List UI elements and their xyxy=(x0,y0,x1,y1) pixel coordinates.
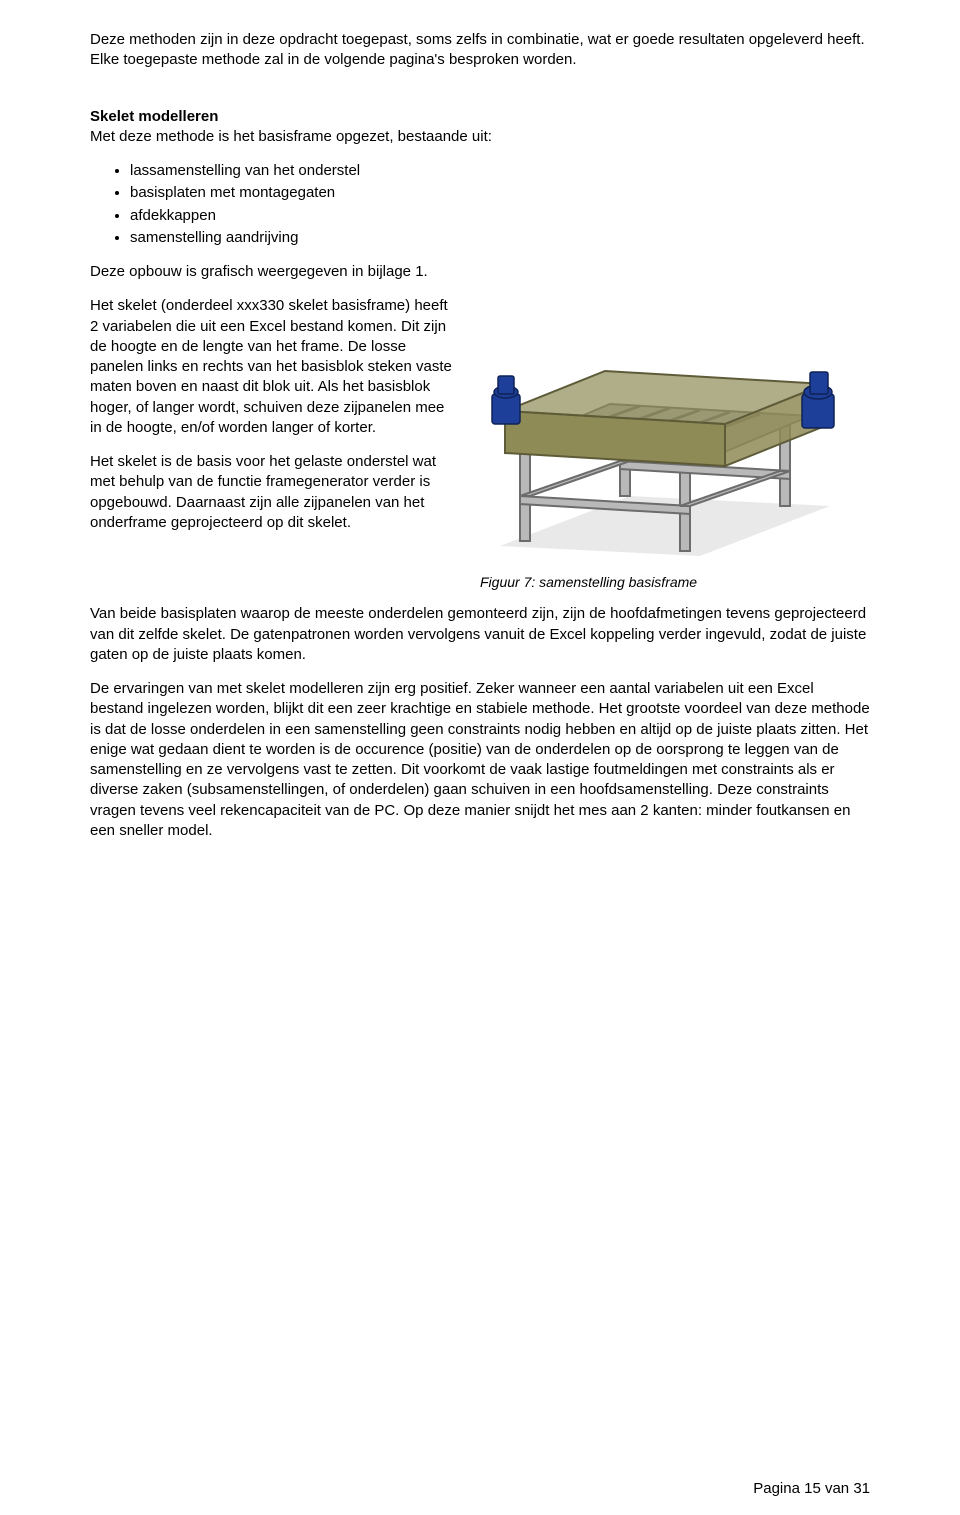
front-panel xyxy=(505,371,825,466)
body-paragraph: Van beide basisplaten waarop de meeste o… xyxy=(90,604,870,665)
intro-paragraph: Deze methoden zijn in deze opdracht toeg… xyxy=(90,30,870,71)
basisframe-figure xyxy=(480,296,850,566)
figure-column: Figuur 7: samenstelling basisframe xyxy=(480,296,870,590)
page-footer: Pagina 15 van 31 xyxy=(753,1480,870,1497)
col-paragraph-2: Het skelet is de basis voor het gelaste … xyxy=(90,452,460,533)
section-heading: Skelet modelleren xyxy=(90,108,218,125)
page: Deze methoden zijn in deze opdracht toeg… xyxy=(0,0,960,1515)
bullet-list: lassamenstelling van het onderstel basis… xyxy=(90,161,870,248)
bullet-item: samenstelling aandrijving xyxy=(130,228,870,248)
section-lead: Met deze methode is het basisframe opgez… xyxy=(90,128,492,145)
bullet-item: lassamenstelling van het onderstel xyxy=(130,161,870,181)
bullet-item: basisplaten met montagegaten xyxy=(130,183,870,203)
after-bullets-paragraph: Deze opbouw is grafisch weergegeven in b… xyxy=(90,262,870,282)
motor-left xyxy=(492,376,520,424)
bullet-item: afdekkappen xyxy=(130,206,870,226)
section-heading-line: Skelet modelleren Met deze methode is he… xyxy=(90,107,870,148)
two-column-block: Het skelet (onderdeel xxx330 skelet basi… xyxy=(90,296,870,590)
figure-caption: Figuur 7: samenstelling basisframe xyxy=(480,574,697,590)
col-paragraph-1: Het skelet (onderdeel xxx330 skelet basi… xyxy=(90,296,460,438)
text-column: Het skelet (onderdeel xxx330 skelet basi… xyxy=(90,296,460,547)
motor-right xyxy=(802,372,834,428)
spacer xyxy=(90,85,870,107)
body-paragraph: De ervaringen van met skelet modelleren … xyxy=(90,679,870,841)
